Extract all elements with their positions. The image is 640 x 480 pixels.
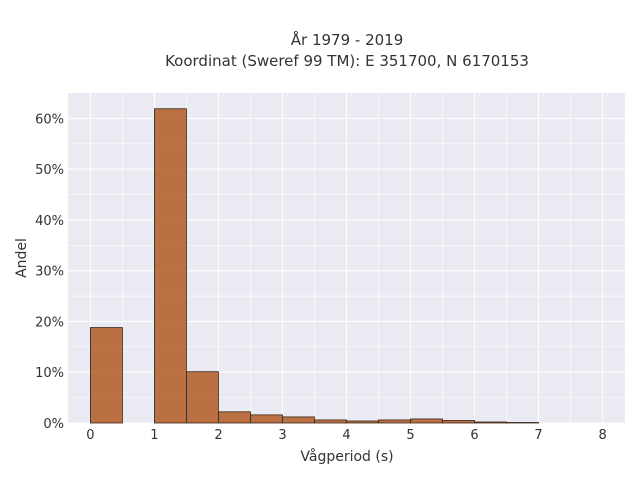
x-tick-label: 6 bbox=[470, 428, 478, 443]
x-tick-label: 8 bbox=[598, 428, 606, 443]
y-tick-label: 20% bbox=[35, 315, 64, 330]
histogram-bar bbox=[90, 327, 123, 424]
y-tick-label: 30% bbox=[35, 265, 64, 280]
histogram-bar bbox=[250, 414, 283, 424]
histogram-bar bbox=[282, 416, 315, 424]
histogram-bar bbox=[410, 418, 443, 424]
x-tick-label: 1 bbox=[150, 428, 158, 443]
x-tick-label: 0 bbox=[86, 428, 94, 443]
y-axis-label: Andel bbox=[14, 238, 30, 278]
histogram-bar bbox=[442, 420, 475, 424]
histogram-bar bbox=[186, 371, 219, 424]
bars-group bbox=[90, 108, 539, 424]
histogram-bar bbox=[314, 419, 347, 424]
chart-subtitle: Koordinat (Sweref 99 TM): E 351700, N 61… bbox=[165, 52, 529, 70]
histogram-bar bbox=[154, 108, 187, 424]
x-tick-label: 5 bbox=[406, 428, 414, 443]
y-tick-label: 10% bbox=[35, 366, 64, 381]
x-axis-label: Vågperiod (s) bbox=[300, 448, 393, 465]
chart-title: År 1979 - 2019 bbox=[291, 30, 404, 49]
y-tick-label: 60% bbox=[35, 112, 64, 127]
y-tick-label: 40% bbox=[35, 214, 64, 229]
histogram-bar bbox=[506, 422, 539, 424]
x-tick-label: 4 bbox=[342, 428, 350, 443]
x-tick-label: 3 bbox=[278, 428, 286, 443]
x-tick-label: 2 bbox=[214, 428, 222, 443]
histogram-bar bbox=[346, 420, 379, 424]
histogram-bar bbox=[474, 421, 507, 424]
x-tick-label: 7 bbox=[534, 428, 542, 443]
histogram-bar bbox=[218, 411, 251, 424]
y-tick-label: 50% bbox=[35, 163, 64, 178]
y-tick-label: 0% bbox=[43, 417, 64, 432]
histogram-bar bbox=[378, 419, 411, 424]
tick-labels: 0 1 2 3 4 5 6 7 8 0% 10% 20% 30% 40% 50% 60% bbox=[35, 112, 607, 443]
